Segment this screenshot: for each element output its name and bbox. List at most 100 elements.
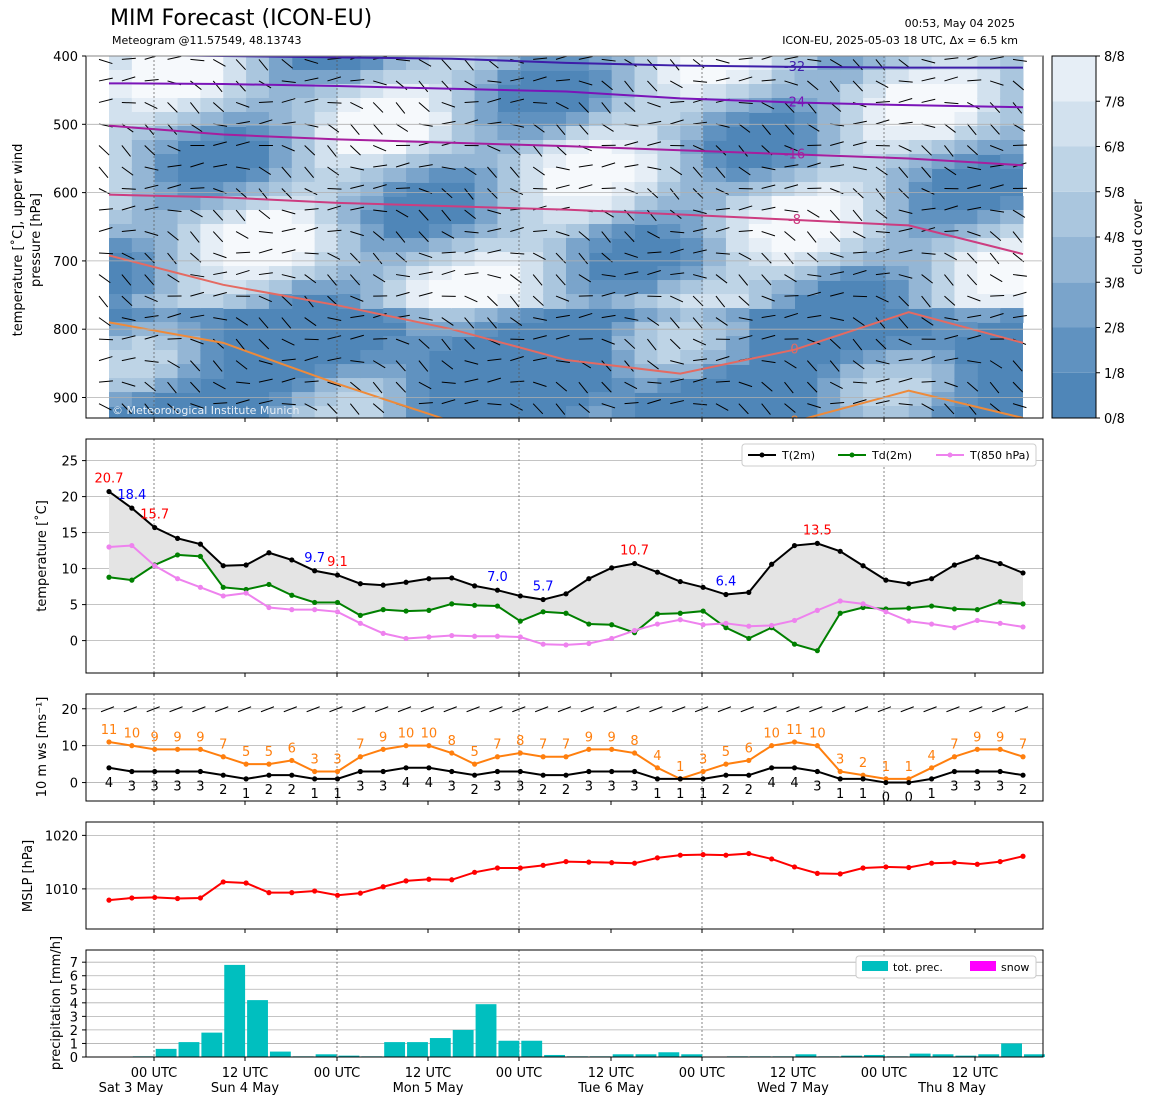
series-t2m-point [220, 563, 226, 569]
series-mslp-point [677, 852, 683, 858]
wind-barb [327, 229, 342, 233]
wind-barb [898, 209, 913, 214]
cloud-cell [451, 280, 476, 295]
wind-barb [327, 274, 337, 286]
wind-barb [921, 188, 935, 195]
wind-barb [167, 274, 180, 283]
surface-wind-barb [717, 706, 732, 713]
gust-value-label: 10 [398, 727, 415, 742]
wind-barb [624, 252, 638, 258]
wind-barb [624, 141, 639, 146]
cloud-cell [406, 154, 430, 169]
cloud-cell [977, 280, 1001, 295]
cloud-cell [474, 56, 498, 71]
wind-barb [967, 206, 982, 211]
cloud-cell [154, 84, 179, 99]
cloud-cell [748, 238, 773, 253]
surface-wind-barb [969, 706, 983, 713]
series-mean-wind-point [289, 772, 295, 778]
wind-barb [121, 188, 136, 190]
cloud-cell [657, 112, 681, 127]
wind-barb [258, 399, 273, 405]
wind-barb [167, 184, 182, 189]
cloud-cell [337, 392, 361, 407]
cloud-cell [840, 392, 864, 407]
wind-barb [464, 80, 478, 89]
wind-barb [875, 119, 890, 125]
series-td2m-point [700, 608, 706, 614]
surface-wind-barb [375, 706, 389, 713]
wind-barb [990, 209, 1005, 213]
gust-value-label: 9 [585, 730, 593, 745]
wind-barb [190, 102, 200, 114]
cloud-cell [154, 98, 179, 113]
cloud-cell [885, 280, 910, 295]
cloud-cell [588, 126, 613, 141]
temperature-annotation: 20.7 [95, 472, 124, 487]
wind-barb [852, 360, 865, 370]
day-label: Wed 7 May [757, 1081, 829, 1096]
cloud-cell [885, 84, 910, 99]
cloud-cell [680, 238, 704, 253]
cloud-cell [885, 210, 910, 225]
wind-barb [715, 380, 730, 383]
precipitation-bar [955, 1055, 977, 1057]
cloud-cell [520, 154, 544, 169]
wind-barb [784, 164, 799, 168]
wind-barb [898, 80, 913, 83]
series-t2m-point [380, 582, 386, 588]
wind-barb [624, 102, 636, 112]
wind-barb [555, 145, 567, 156]
cloud-cell [885, 294, 910, 309]
cloud-cell [337, 210, 361, 225]
pressure-axis-tick-label: 600 [53, 187, 78, 202]
wind-barb [144, 231, 159, 236]
cloud-cell [314, 224, 338, 239]
cloud-cover-field: -32-24-16-808 [98, 56, 1028, 418]
surface-wind-barb [740, 706, 754, 713]
cloud-cell [474, 224, 498, 239]
series-gust-point [700, 768, 706, 775]
colorbar-cell [1052, 327, 1096, 373]
series-mean-wind-point [243, 776, 249, 782]
wind-barb [510, 356, 524, 362]
cloud-cell [520, 294, 544, 309]
cloud-cell [954, 378, 978, 393]
cloud-cell [451, 126, 476, 141]
cloud-cell [817, 84, 841, 99]
cloud-cell [291, 210, 316, 225]
cloud-cell [748, 182, 773, 197]
wind-barb [350, 184, 365, 189]
gust-value-label: 2 [859, 756, 867, 771]
gust-value-label: 7 [539, 738, 547, 753]
wind-barb [624, 80, 634, 93]
cloud-cell [200, 84, 224, 99]
cloud-cell [840, 350, 864, 365]
cloud-ylabel-line1: temperature [˚C], upper wind [10, 144, 26, 337]
cloud-cell [474, 140, 498, 155]
wind-barb [144, 252, 155, 264]
wind-barb [510, 77, 525, 82]
wind-barb [669, 338, 681, 350]
wind-barb [898, 166, 909, 178]
cloud-cell [817, 140, 841, 155]
cloud-cell [885, 224, 910, 239]
cloud-cell [703, 308, 727, 323]
cloud-cell [725, 280, 750, 295]
wind-barb [372, 360, 386, 369]
cloud-cell [908, 84, 933, 99]
cloud-cell [291, 224, 316, 239]
series-mean-wind-point [1020, 772, 1026, 778]
cloud-cell [200, 210, 224, 225]
cloud-cell [383, 252, 407, 267]
surface-wind-barb [489, 706, 503, 713]
wind-barb [784, 123, 795, 135]
series-gust-point [472, 761, 478, 767]
wind-barb [327, 205, 342, 211]
cloud-cell [520, 140, 544, 155]
cloud-cell [1000, 126, 1024, 141]
wind-barb [624, 164, 639, 168]
cloud-cell [406, 168, 430, 183]
wind-barb [829, 360, 840, 372]
gust-value-label: 3 [311, 752, 319, 767]
